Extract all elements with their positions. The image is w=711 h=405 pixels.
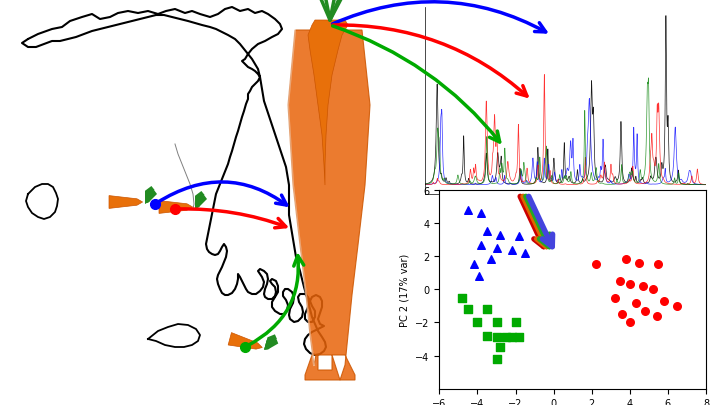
Point — [495, 344, 506, 351]
Point — [506, 247, 518, 253]
Point — [614, 278, 626, 285]
Polygon shape — [109, 196, 143, 209]
Point — [506, 334, 518, 341]
Point — [624, 320, 636, 326]
Point — [491, 356, 502, 362]
Point — [472, 320, 483, 326]
Point — [468, 262, 479, 268]
Point — [616, 311, 628, 318]
Point — [485, 257, 496, 263]
Point — [590, 262, 602, 268]
Point — [620, 257, 631, 263]
Point — [510, 320, 521, 326]
Point — [651, 313, 662, 319]
Polygon shape — [264, 339, 274, 350]
Point — [513, 334, 525, 341]
Polygon shape — [159, 201, 193, 214]
Point — [481, 333, 493, 339]
Point — [501, 334, 512, 341]
Point — [462, 306, 474, 313]
Point — [653, 262, 664, 268]
Polygon shape — [264, 340, 278, 350]
Point — [456, 294, 468, 301]
Y-axis label: PC 2 (17% var): PC 2 (17% var) — [400, 253, 410, 326]
Point — [624, 281, 636, 288]
Point — [491, 245, 502, 252]
Point — [513, 233, 525, 240]
Polygon shape — [288, 31, 370, 380]
Polygon shape — [195, 196, 207, 209]
Point — [476, 210, 487, 217]
Point — [609, 294, 620, 301]
Point — [634, 260, 645, 266]
Point — [658, 298, 670, 305]
Point — [481, 228, 493, 235]
Polygon shape — [195, 196, 203, 209]
Polygon shape — [145, 187, 154, 204]
Point — [495, 232, 506, 238]
Point — [639, 308, 651, 314]
Point — [481, 306, 493, 313]
Polygon shape — [308, 21, 348, 185]
Point — [476, 242, 487, 248]
Point — [538, 237, 550, 243]
Polygon shape — [264, 335, 277, 350]
Point — [462, 207, 474, 213]
Polygon shape — [195, 192, 205, 209]
Point — [491, 320, 502, 326]
Text: PCA Scores: PCA Scores — [565, 251, 630, 264]
Polygon shape — [145, 191, 153, 204]
Point — [630, 300, 641, 306]
Point — [647, 286, 658, 293]
Polygon shape — [145, 191, 157, 204]
Point — [520, 250, 531, 256]
Point — [672, 303, 683, 309]
Point — [638, 283, 649, 290]
Point — [474, 273, 485, 279]
Point — [491, 334, 502, 341]
Polygon shape — [228, 333, 262, 349]
